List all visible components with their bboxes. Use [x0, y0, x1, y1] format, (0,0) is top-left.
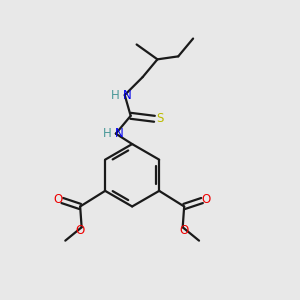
Text: O: O: [76, 224, 85, 237]
Text: O: O: [202, 193, 211, 206]
Text: H: H: [111, 88, 119, 101]
Text: N: N: [122, 88, 131, 101]
Text: S: S: [156, 112, 164, 125]
Text: N: N: [114, 127, 123, 140]
Text: H: H: [103, 127, 112, 140]
Text: O: O: [180, 224, 189, 237]
Text: O: O: [53, 193, 62, 206]
